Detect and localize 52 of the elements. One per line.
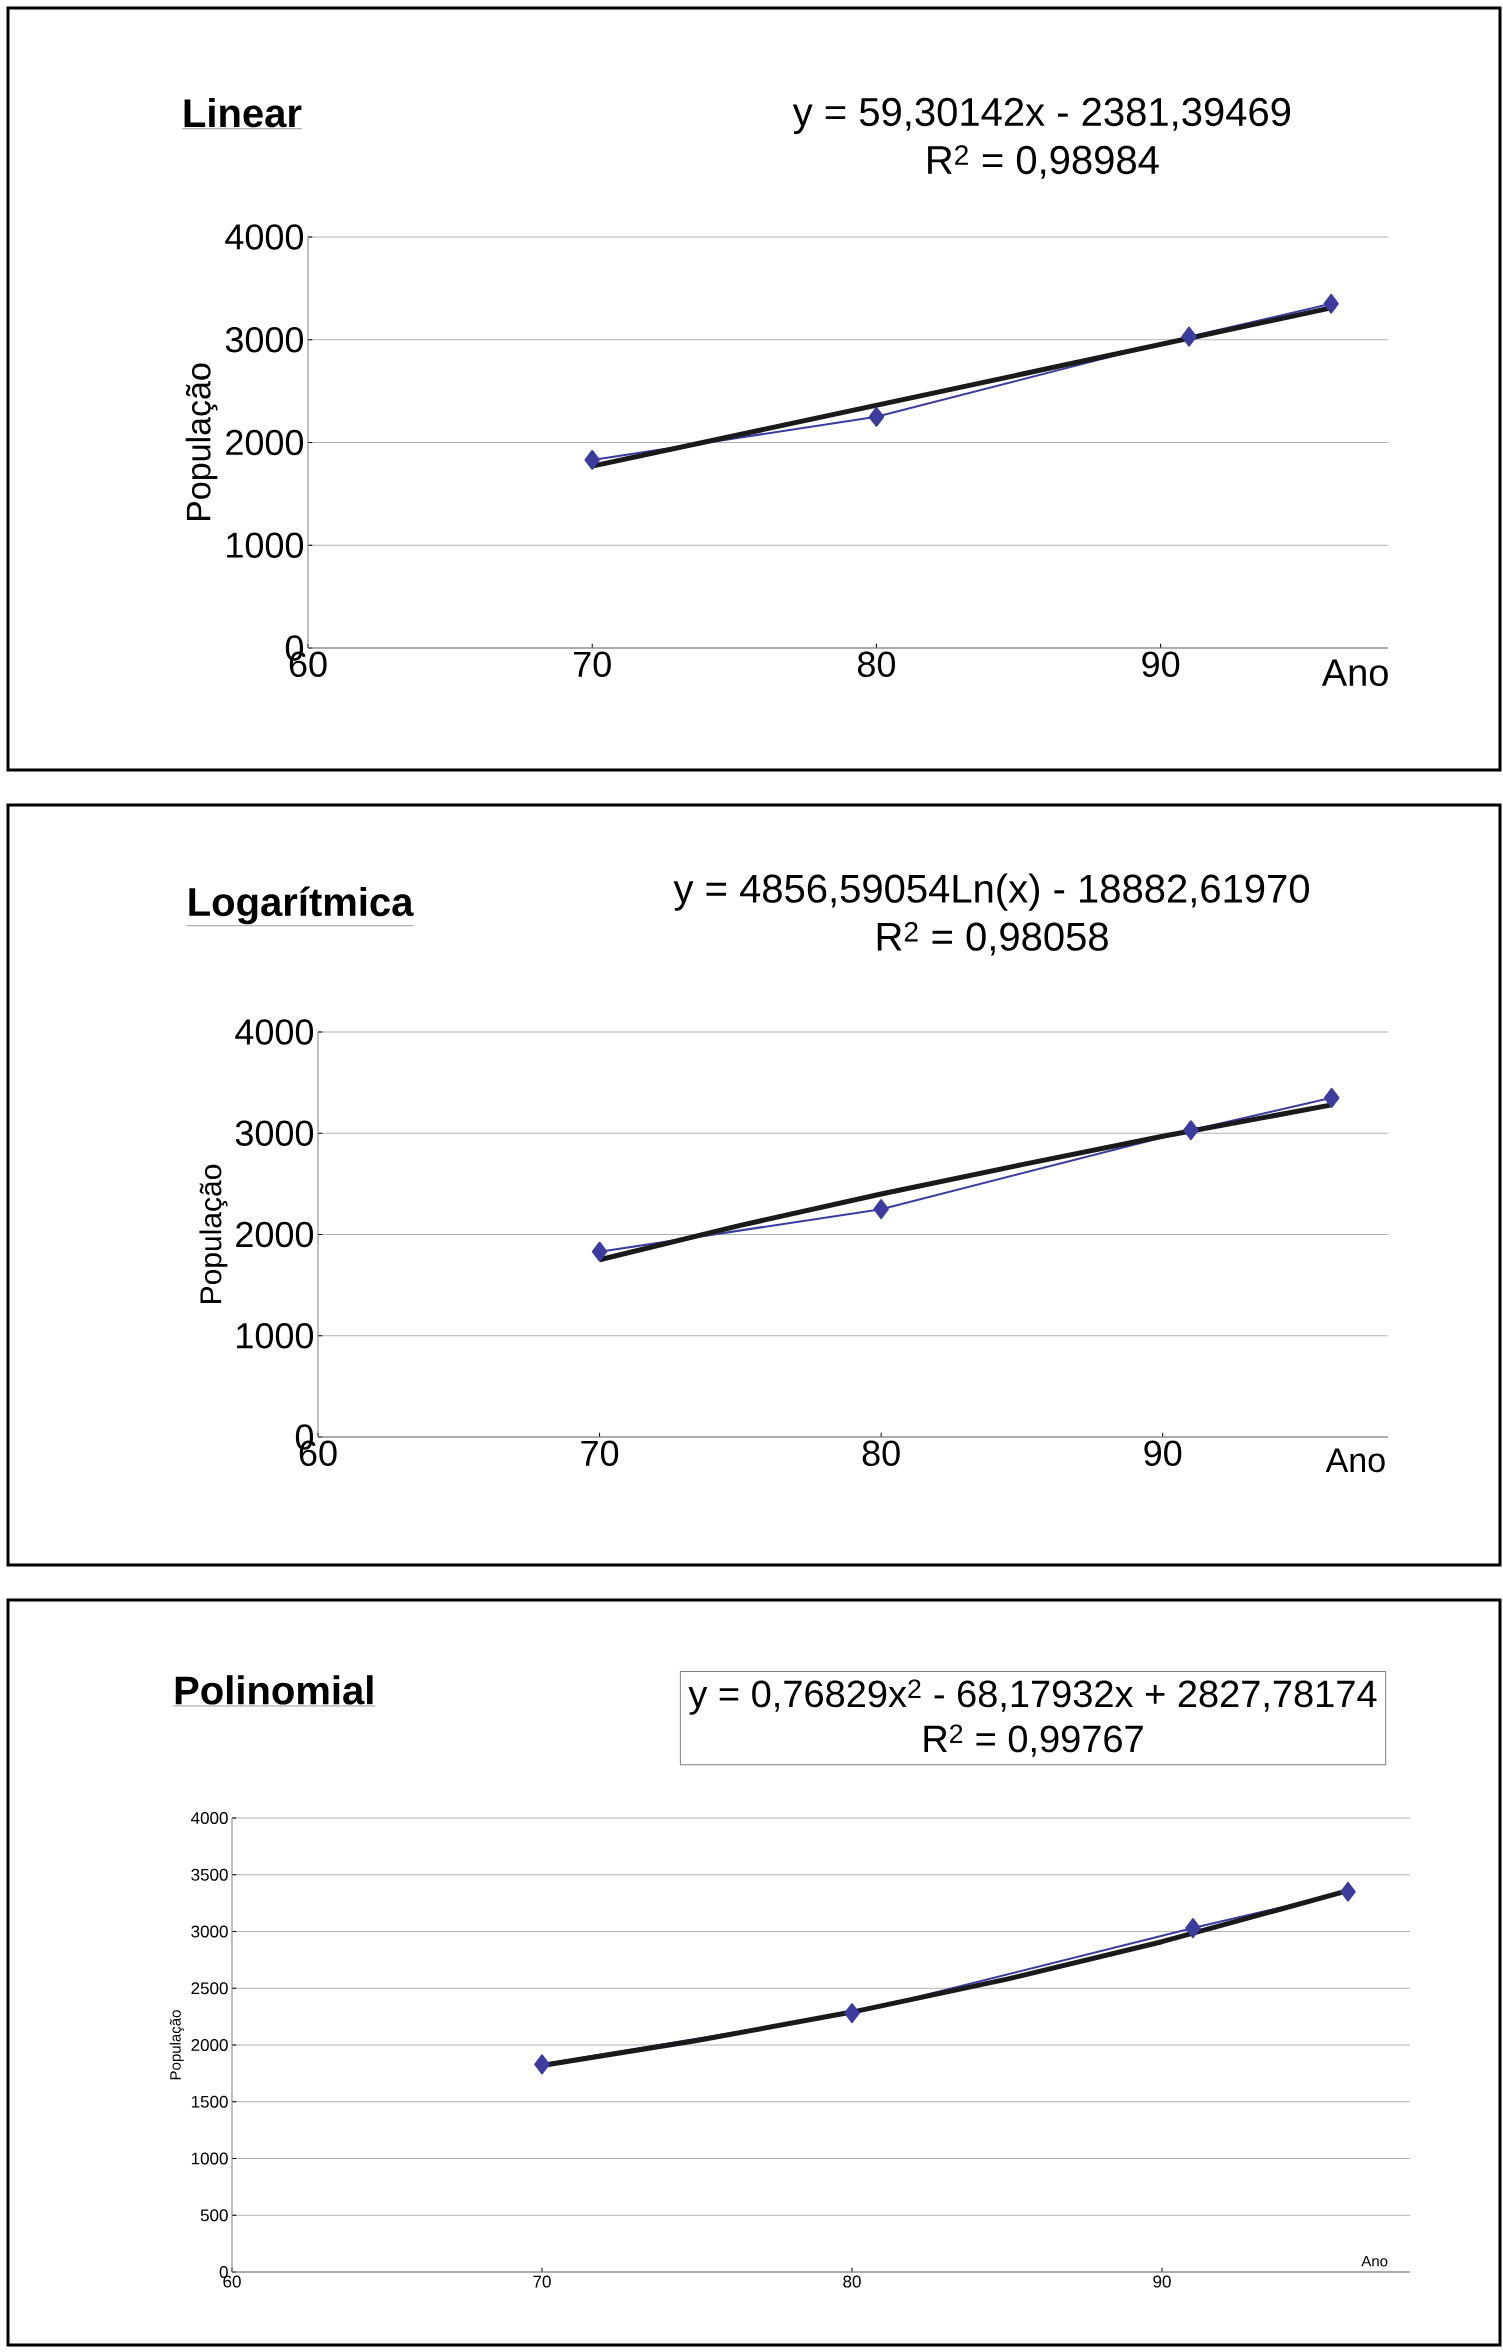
x-axis-title: Ano: [1361, 2255, 1388, 2267]
text: y = 59,30142x - 2381,39469: [792, 97, 1291, 135]
point: [1181, 326, 1197, 347]
y-tick-label: 3000: [225, 327, 304, 353]
x-tick-label: 80: [843, 2275, 861, 2288]
y-axis-title: População: [199, 1164, 228, 1303]
point: [868, 406, 885, 427]
point: [873, 1199, 889, 1220]
x-tick-label: 70: [581, 1440, 619, 1466]
text: y = 0,76829x$^{2}$ - 68,17932x + 2827,78174: [688, 1679, 1377, 1715]
x-tick-label: 70: [574, 651, 611, 677]
y-tick-label: 4000: [225, 224, 304, 250]
x-axis-title: Ano: [1321, 659, 1388, 687]
x-tick-label: 90: [1142, 651, 1180, 677]
point: [1323, 1087, 1340, 1108]
x-tick-label: 80: [857, 651, 896, 677]
chart-title: Logarítmica: [189, 886, 414, 925]
text: y = 4856,59054Ln(x) - 18882,61970: [673, 873, 1309, 911]
y-axis-title: População: [169, 2010, 184, 2080]
x-tick-label: 70: [533, 2275, 551, 2288]
point: [534, 2054, 550, 2075]
point: [584, 449, 600, 470]
text: R$^{2}$ = 0,98058: [877, 921, 1108, 956]
text: R$^{2}$ = 0,98984: [928, 145, 1159, 179]
y-tick-label: 2000: [191, 2038, 228, 2052]
y-axis-title: População: [185, 363, 218, 521]
x-tick-label: 80: [862, 1440, 900, 1466]
text: R$^{2}$ = 0,99767: [924, 1724, 1143, 1757]
point: [591, 1241, 608, 1262]
y-tick-label: 4000: [235, 1019, 314, 1045]
y-tick-label: 3500: [191, 1868, 228, 1881]
point: [1185, 1918, 1201, 1939]
x-axis-title: Ano: [1325, 1448, 1385, 1473]
point: [1183, 1120, 1199, 1141]
y-tick-label: 3000: [191, 1925, 228, 1938]
chart-title: Linear: [184, 97, 302, 128]
y-tick-label: 1500: [191, 2095, 228, 2108]
y-tick-label: 1000: [227, 532, 304, 558]
x-tick-label: 90: [1153, 2275, 1171, 2288]
y-tick-label: 4000: [191, 1811, 228, 1825]
point: [1340, 1881, 1356, 1902]
y-tick-label: 2000: [236, 1221, 314, 1248]
y-tick-label: 3000: [235, 1120, 314, 1146]
y-tick-label: 500: [200, 2209, 228, 2222]
y-tick-label: 1000: [191, 2152, 228, 2165]
y-tick-label: 1000: [237, 1323, 314, 1349]
x-tick-label: 90: [1144, 1440, 1182, 1466]
point: [1323, 293, 1339, 314]
point: [844, 2003, 860, 2024]
y-tick-label: 2000: [226, 429, 304, 456]
chart-title: Polinomial: [175, 1675, 373, 1705]
y-tick-label: 2500: [191, 1982, 228, 1995]
